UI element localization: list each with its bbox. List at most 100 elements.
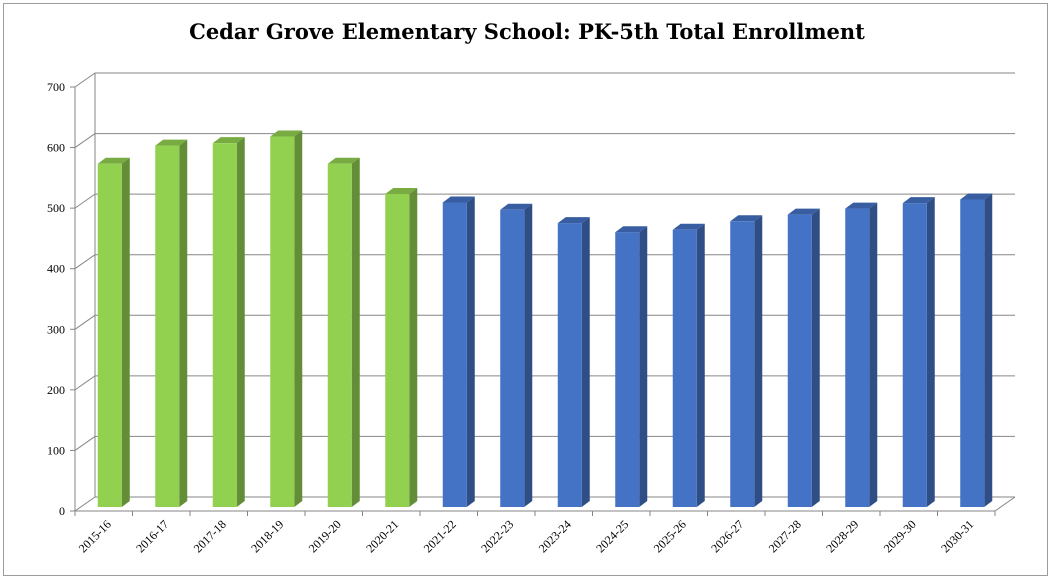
- bar-front: [212, 143, 237, 508]
- bar-side: [754, 215, 763, 508]
- y-tick-label: 300: [47, 322, 65, 336]
- bars: [97, 130, 993, 508]
- x-tick-label: 2022-23: [478, 517, 516, 555]
- x-tick-label: 2026-27: [708, 517, 746, 555]
- bar-front: [270, 136, 295, 507]
- bar-front: [787, 214, 812, 507]
- x-tick-label: 2015-16: [76, 517, 114, 555]
- bar-top: [97, 157, 130, 164]
- bar-front: [902, 203, 927, 507]
- bar-front: [615, 232, 640, 507]
- bar-2017-18: [212, 137, 245, 508]
- bar-top: [902, 197, 935, 204]
- bar-side: [926, 197, 935, 507]
- gridline-depth: [74, 193, 96, 209]
- bar-top: [500, 203, 533, 210]
- bar-top: [960, 193, 993, 200]
- bar-side: [984, 193, 993, 508]
- bar-front: [672, 229, 697, 507]
- bar-2027-28: [787, 208, 820, 507]
- x-tick-label: 2025-26: [651, 517, 689, 555]
- bar-2022-23: [500, 203, 533, 507]
- bar-front: [327, 163, 352, 507]
- bar-2021-22: [442, 196, 475, 507]
- gridline-depth: [74, 496, 96, 512]
- bar-2023-24: [557, 217, 590, 508]
- y-tick-label: 200: [47, 383, 65, 397]
- x-tick-label: 2029-30: [881, 517, 919, 555]
- bar-side: [179, 139, 188, 508]
- bar-top: [442, 196, 475, 203]
- bar-2016-17: [155, 139, 188, 508]
- bar-side: [639, 226, 648, 507]
- gridline-depth: [74, 436, 96, 451]
- bar-front: [730, 221, 755, 508]
- bar-front: [500, 209, 525, 507]
- bar-front: [845, 208, 870, 507]
- gridline-depth: [74, 314, 96, 330]
- bar-top: [155, 139, 188, 146]
- bar-front: [385, 194, 410, 507]
- bar-2029-30: [902, 197, 935, 507]
- bar-front: [155, 145, 180, 508]
- bar-front: [442, 202, 467, 507]
- bar-side: [409, 188, 418, 507]
- bar-2025-26: [672, 223, 705, 507]
- bar-side: [811, 208, 820, 507]
- bar-2018-19: [270, 130, 303, 507]
- bar-2030-31: [960, 193, 993, 508]
- bar-top: [270, 130, 303, 137]
- y-tick-label: 500: [47, 201, 65, 215]
- x-tick-label: 2019-20: [306, 517, 344, 555]
- bar-top: [730, 215, 763, 222]
- gridline-depth: [74, 254, 96, 270]
- bar-top: [845, 202, 878, 209]
- chart-title: Cedar Grove Elementary School: PK-5th To…: [189, 19, 865, 44]
- bar-top: [557, 217, 590, 224]
- x-tick-label: 2027-28: [766, 517, 804, 555]
- bar-side: [869, 202, 878, 507]
- bar-2015-16: [97, 157, 130, 507]
- bar-top: [787, 208, 820, 215]
- bar-side: [236, 137, 245, 508]
- x-tick-label: 2023-24: [536, 517, 574, 555]
- bar-side: [581, 217, 590, 508]
- y-tick-label: 400: [47, 262, 65, 276]
- bar-side: [351, 157, 360, 507]
- gridline-depth: [74, 133, 96, 148]
- bar-side: [524, 203, 533, 507]
- bar-2028-29: [845, 202, 878, 507]
- x-tick-label: 2017-18: [191, 517, 229, 555]
- x-tick-label: 2021-22: [421, 517, 459, 555]
- gridline-depth: [74, 375, 96, 391]
- x-tick-label: 2024-25: [593, 517, 631, 555]
- bar-2020-21: [385, 188, 418, 507]
- bar-top: [212, 137, 245, 144]
- bar-front: [960, 199, 985, 508]
- x-tick-label: 2020-21: [363, 517, 401, 555]
- x-tick-label: 2018-19: [248, 517, 286, 555]
- bar-side: [121, 157, 130, 507]
- gridline-depth: [74, 72, 96, 88]
- bar-top: [385, 188, 418, 195]
- bar-top: [615, 226, 648, 233]
- y-tick-label: 600: [47, 141, 65, 155]
- x-axis-depth-line: [994, 496, 1016, 512]
- x-tick-label: 2028-29: [823, 517, 861, 555]
- bar-side: [466, 196, 475, 507]
- x-tick-label: 2016-17: [133, 517, 171, 555]
- bar-2019-20: [327, 157, 360, 507]
- bar-front: [97, 163, 122, 507]
- bar-2026-27: [730, 215, 763, 508]
- bar-2024-25: [615, 226, 648, 507]
- bar-top: [327, 157, 360, 164]
- y-tick-label: 700: [47, 80, 65, 94]
- bar-front: [557, 223, 582, 508]
- x-tick-label: 2030-31: [938, 517, 976, 555]
- bar-side: [294, 130, 303, 507]
- y-tick-label: 100: [47, 443, 65, 457]
- bar-side: [696, 223, 705, 507]
- bar-top: [672, 223, 705, 230]
- y-tick-label: 0: [59, 504, 65, 518]
